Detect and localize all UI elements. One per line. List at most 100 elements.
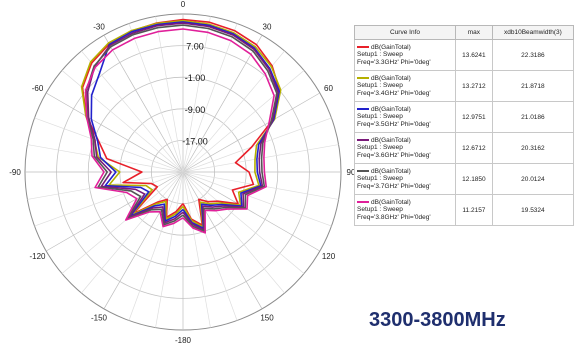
legend-curve-info: dB(GainTotal) Setup1 : Sweep Freq='3.7GHz'… xyxy=(354,163,456,195)
grid-spoke xyxy=(155,171,184,328)
legend-curve-info: dB(GainTotal) Setup1 : Sweep Freq='3.8GHz'… xyxy=(354,194,456,226)
legend-swatch xyxy=(357,170,369,173)
radial-labels: 7.00 -1.00 -9.00 -17.00 xyxy=(182,42,208,147)
legend-line1: dB(GainTotal) xyxy=(357,44,453,51)
legend-setup: Setup1 : Sweep xyxy=(357,51,403,59)
legend-curve-name: dB(GainTotal) xyxy=(371,199,411,207)
legend-swatch xyxy=(357,46,369,49)
curves-layer xyxy=(80,18,282,234)
legend-curve-name: dB(GainTotal) xyxy=(371,44,411,52)
legend-max-value: 13.2712 xyxy=(455,70,493,102)
legend-freq: Freq='3.6GHz' Phi='0deg' xyxy=(357,151,431,159)
grid-spoke xyxy=(182,171,211,328)
legend-line1: dB(GainTotal) xyxy=(357,199,453,206)
radial-tick-label: -9.00 xyxy=(185,105,206,115)
series-line-5 xyxy=(85,24,278,233)
legend-beamwidth-value: 21.0186 xyxy=(491,101,575,133)
legend-line1: dB(GainTotal) xyxy=(357,137,453,144)
grid-spoke xyxy=(182,171,332,227)
legend-curve-name: dB(GainTotal) xyxy=(371,137,411,145)
legend-curve-info: dB(GainTotal) Setup1 : Sweep Freq='3.3GHz'… xyxy=(354,39,456,71)
polar-plot: 0 30 60 90 120 150 -180 -150 -120 -90 -60 -30 7.00 -… xyxy=(9,0,356,345)
legend-header-beamwidth: xdb10Beamwidth(3) xyxy=(491,25,575,40)
legend-row: dB(GainTotal) Setup1 : Sweep Freq='3.7GHz'… xyxy=(354,163,575,195)
legend-row: dB(GainTotal) Setup1 : Sweep Freq='3.5GHz'… xyxy=(354,101,575,133)
legend-row: dB(GainTotal) Setup1 : Sweep Freq='3.3GHz'… xyxy=(354,39,575,71)
angle-tick-label: -30 xyxy=(93,23,105,32)
series-line-4 xyxy=(86,22,279,231)
legend-setup: Setup1 : Sweep xyxy=(357,113,403,121)
grid-spoke xyxy=(34,171,184,227)
grid-spoke xyxy=(103,34,184,173)
legend-beamwidth-value: 19.5324 xyxy=(491,194,575,226)
legend-setup: Setup1 : Sweep xyxy=(357,144,403,152)
legend-beamwidth-value: 20.0124 xyxy=(491,163,575,195)
legend-freq: Freq='3.3GHz' Phi='0deg' xyxy=(357,58,431,66)
legend-freq: Freq='3.7GHz' Phi='0deg' xyxy=(357,182,431,190)
grid-spoke xyxy=(182,16,211,173)
grid-spoke xyxy=(128,23,184,173)
grid-spoke xyxy=(27,144,184,173)
series-line-6 xyxy=(84,28,275,234)
legend-line1: dB(GainTotal) xyxy=(357,168,453,175)
legend-max-value: 12.1850 xyxy=(455,163,493,195)
legend-swatch xyxy=(357,139,369,142)
grid-spoke xyxy=(182,171,321,252)
grid-spoke xyxy=(34,117,184,173)
radial-tick-label: 7.00 xyxy=(186,42,204,52)
grid-spoke xyxy=(182,171,305,274)
legend-header-curve-info: Curve Info xyxy=(354,25,456,40)
grid-spoke xyxy=(182,70,305,173)
legend-body: dB(GainTotal) Setup1 : Sweep Freq='3.3GHz'… xyxy=(354,39,575,226)
legend-setup: Setup1 : Sweep xyxy=(357,82,403,90)
legend-curve-name: dB(GainTotal) xyxy=(371,75,411,83)
polar-grid xyxy=(24,13,342,331)
grid-spoke xyxy=(182,171,285,294)
legend-beamwidth-value: 21.8718 xyxy=(491,70,575,102)
legend-curve-info: dB(GainTotal) Setup1 : Sweep Freq='3.4GHz'… xyxy=(354,70,456,102)
grid-spoke xyxy=(81,50,184,173)
legend-beamwidth-value: 20.3162 xyxy=(491,132,575,164)
angle-tick-label: 30 xyxy=(263,23,272,32)
angle-labels: 0 30 60 90 120 150 -180 -150 -120 -90 -60 -30 xyxy=(9,0,356,345)
legend-curve-info: dB(GainTotal) Setup1 : Sweep Freq='3.6GHz'… xyxy=(354,132,456,164)
grid-spoke xyxy=(182,171,263,310)
frequency-range-label: 3300-3800MHz xyxy=(369,309,506,331)
grid-spoke xyxy=(81,171,184,294)
legend-row: dB(GainTotal) Setup1 : Sweep Freq='3.4GHz'… xyxy=(354,70,575,102)
legend-curve-name: dB(GainTotal) xyxy=(371,106,411,114)
legend-row: dB(GainTotal) Setup1 : Sweep Freq='3.8GHz'… xyxy=(354,194,575,226)
radial-tick-label: -17.00 xyxy=(182,136,208,146)
grid-spoke xyxy=(182,144,339,173)
series-line-1 xyxy=(81,18,281,226)
legend-table: Curve Info max xdb10Beamwidth(3) dB(Gain… xyxy=(354,25,575,226)
legend-max-value: 11.2157 xyxy=(455,194,493,226)
angle-tick-label: -120 xyxy=(29,252,46,261)
angle-tick-label: -180 xyxy=(175,336,192,345)
grid-spoke xyxy=(182,34,263,173)
angle-tick-label: -60 xyxy=(32,84,44,93)
grid-spoke xyxy=(103,171,184,310)
legend-row: dB(GainTotal) Setup1 : Sweep Freq='3.6GHz'… xyxy=(354,132,575,164)
legend-swatch xyxy=(357,108,369,111)
legend-curve-info: dB(GainTotal) Setup1 : Sweep Freq='3.5GHz'… xyxy=(354,101,456,133)
angle-tick-label: 90 xyxy=(347,168,356,177)
legend-freq: Freq='3.5GHz' Phi='0deg' xyxy=(357,120,431,128)
grid-spoke xyxy=(182,92,321,173)
legend-freq: Freq='3.4GHz' Phi='0deg' xyxy=(357,89,431,97)
legend-max-value: 12.9751 xyxy=(455,101,493,133)
angle-tick-label: 120 xyxy=(322,252,336,261)
legend-freq: Freq='3.8GHz' Phi='0deg' xyxy=(357,213,431,221)
grid-spoke xyxy=(61,171,184,274)
angle-tick-label: 150 xyxy=(260,314,274,323)
legend-beamwidth-value: 22.3186 xyxy=(491,39,575,71)
series-line-3 xyxy=(90,21,280,230)
legend-line1: dB(GainTotal) xyxy=(357,106,453,113)
legend-swatch xyxy=(357,201,369,204)
legend-header-row: Curve Info max xdb10Beamwidth(3) xyxy=(354,25,575,40)
angle-tick-label: -150 xyxy=(91,314,108,323)
legend-swatch xyxy=(357,77,369,80)
angle-tick-label: 0 xyxy=(181,0,186,9)
radial-tick-label: -1.00 xyxy=(185,73,206,83)
legend-line1: dB(GainTotal) xyxy=(357,75,453,82)
